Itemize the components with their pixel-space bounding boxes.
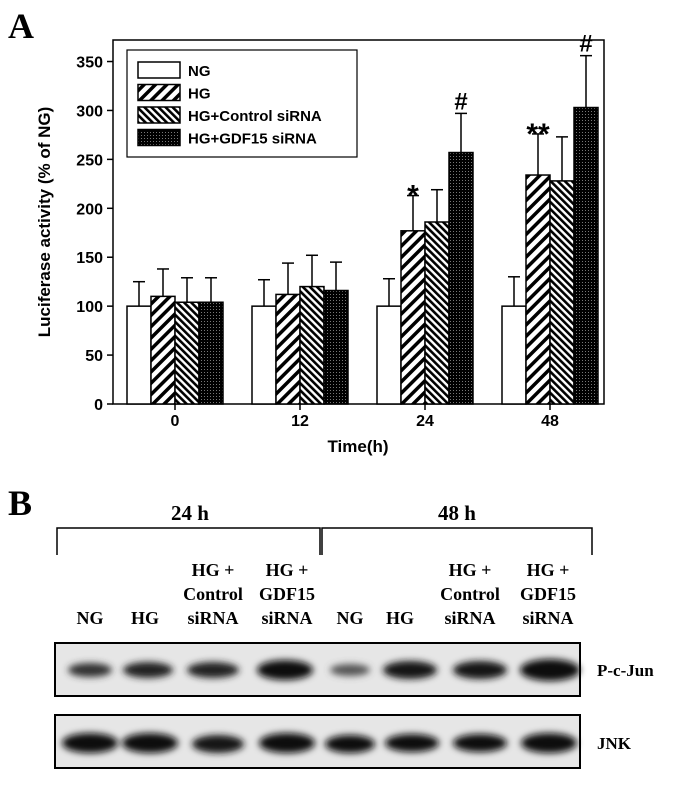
y-tick-label: 50 (85, 348, 103, 365)
bar (323, 289, 349, 405)
annotation: ** (526, 118, 550, 151)
row-label: P-c-Jun (597, 661, 654, 680)
bracket (56, 527, 321, 555)
blot-bands (62, 659, 580, 753)
y-tick-label: 300 (76, 103, 103, 120)
lane-label: Control (440, 584, 500, 604)
plot-frame (112, 39, 605, 405)
lane-label: NG (77, 608, 104, 628)
x-axis-label: Time(h) (327, 437, 388, 456)
panel-label: A (8, 6, 34, 46)
y-tick-label: 0 (94, 397, 103, 414)
y-tick-label: 350 (76, 55, 103, 72)
legend-label: HG (188, 86, 211, 103)
lane-label: HG + (527, 560, 570, 580)
bar (275, 293, 301, 405)
bar (150, 295, 176, 405)
annotation: # (579, 31, 592, 58)
y-axis-label: Luciferase activity (% of NG) (35, 107, 54, 338)
legend-label: HG+GDF15 siRNA (188, 131, 317, 148)
x-tick-label: 12 (291, 413, 309, 430)
x-tick-label: 0 (171, 413, 180, 430)
bar (251, 305, 277, 405)
lane-label: GDF15 (520, 584, 576, 604)
bar (400, 230, 426, 405)
bar (126, 305, 152, 405)
lane-label: HG (386, 608, 414, 628)
annotation: # (454, 88, 467, 115)
y-tick-label: 100 (76, 299, 103, 316)
bar (376, 305, 402, 405)
lane-label: HG + (266, 560, 309, 580)
legend-swatch (137, 128, 181, 147)
x-tick-label: 24 (416, 413, 434, 430)
y-tick-label: 200 (76, 201, 103, 218)
legend-label: NG (188, 63, 211, 80)
bar (501, 305, 527, 405)
panel-label: B (8, 483, 32, 523)
group-label: 24 h (171, 501, 209, 525)
bar (525, 174, 551, 405)
lane-label: HG + (449, 560, 492, 580)
lane-label: siRNA (187, 608, 238, 628)
lane-label: Control (183, 584, 243, 604)
bar (299, 285, 325, 405)
y-tick-label: 250 (76, 152, 103, 169)
bracket (321, 527, 593, 555)
lane-label: NG (337, 608, 364, 628)
lane-label: siRNA (522, 608, 573, 628)
bar (573, 106, 599, 405)
bar (424, 221, 450, 405)
y-tick-label: 150 (76, 250, 103, 267)
legend-swatch (137, 61, 181, 79)
legend-swatch (137, 106, 181, 124)
annotation: * (407, 180, 419, 213)
lane-label: GDF15 (259, 584, 315, 604)
lane-label: HG (131, 608, 159, 628)
bar (448, 151, 474, 405)
lane-label: siRNA (261, 608, 312, 628)
row-label: JNK (597, 734, 632, 753)
lane-label: HG + (192, 560, 235, 580)
group-label: 48 h (438, 501, 476, 525)
legend-label: HG+Control siRNA (188, 108, 322, 125)
x-tick-label: 48 (541, 413, 559, 430)
bar (549, 180, 575, 405)
bar (174, 301, 200, 405)
legend-swatch (137, 83, 181, 102)
lane-label: siRNA (444, 608, 495, 628)
bar (198, 301, 224, 405)
